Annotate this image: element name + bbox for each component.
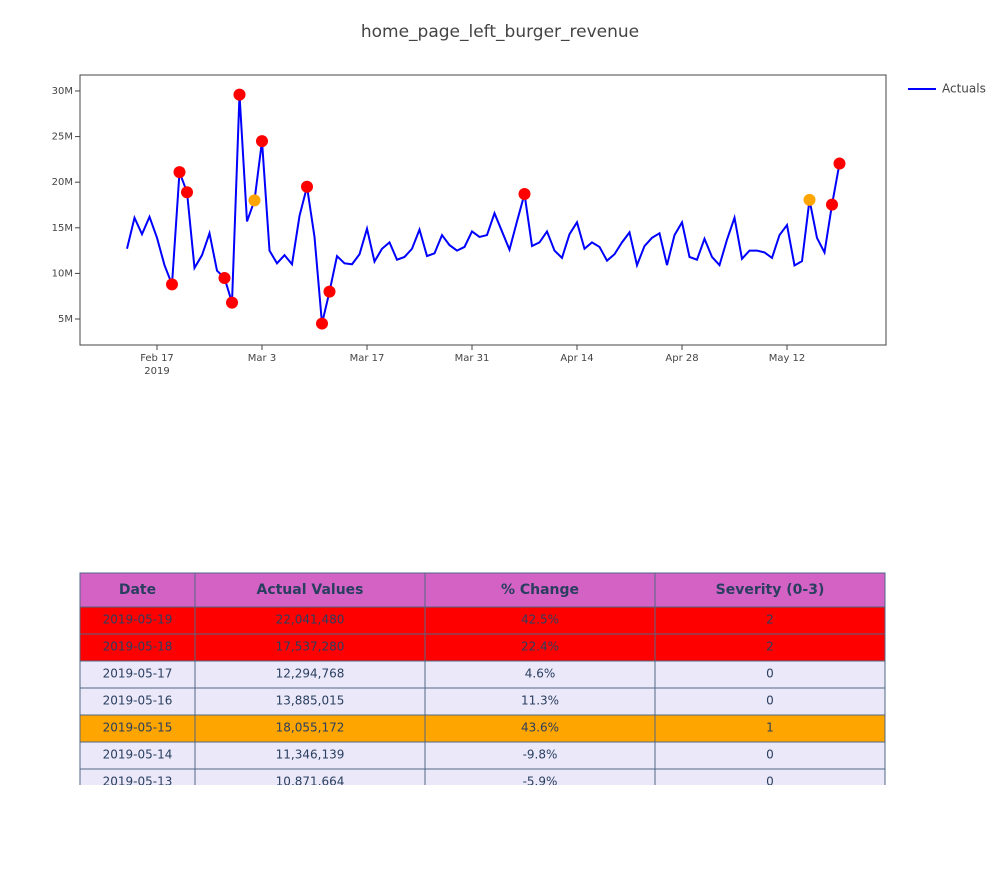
- y-tick-label: 10M: [52, 268, 73, 279]
- table-cell: 2019-05-18: [103, 640, 173, 654]
- table-cell: 0: [766, 775, 774, 789]
- anomaly-marker: [301, 180, 313, 193]
- y-tick-label: 5M: [58, 314, 73, 325]
- x-tick-label: Mar 3: [248, 353, 276, 364]
- table-cell: 2019-05-14: [103, 748, 173, 762]
- anomaly-marker: [218, 271, 231, 284]
- table-header: Actual Values: [256, 582, 363, 598]
- legend-label: Actuals: [942, 82, 986, 96]
- table-cell: 43.6%: [521, 721, 559, 735]
- table-header: Date: [119, 582, 156, 598]
- table-cell: 42.5%: [521, 613, 559, 627]
- table-cell: 12,294,768: [276, 667, 345, 681]
- table-row-bg: [79, 660, 886, 689]
- table-cell: 10,871,664: [276, 775, 345, 789]
- x-tick-label: Apr 14: [560, 353, 593, 364]
- x-tick-label: Apr 28: [665, 353, 698, 364]
- anomaly-marker: [518, 188, 531, 201]
- table-cell: 2: [766, 640, 774, 654]
- table-cell: 13,885,015: [276, 694, 345, 708]
- table-cell: 2019-05-15: [103, 721, 173, 735]
- anomaly-marker: [173, 166, 186, 179]
- table-header-bg: [79, 572, 886, 608]
- anomaly-marker: [833, 157, 846, 170]
- table-header: Severity (0-3): [716, 582, 825, 598]
- table-row-bg: [79, 606, 886, 635]
- table-cell: 1: [766, 721, 774, 735]
- table-row-bg: [79, 741, 886, 770]
- x-tick-label: Feb 17 2019: [140, 353, 174, 377]
- anomaly-marker: [316, 317, 328, 330]
- table-cell: 0: [766, 694, 774, 708]
- table-row-bg: [79, 633, 886, 662]
- plot-frame: [79, 74, 887, 346]
- table-cell: 22.4%: [521, 640, 559, 654]
- x-tick-label: May 12: [769, 353, 806, 364]
- line-series: [126, 94, 841, 324]
- anomaly-marker: [323, 285, 336, 298]
- y-tick-label: 30M: [52, 86, 73, 97]
- y-tick-label: 20M: [52, 177, 73, 188]
- table-cell: 2019-05-16: [103, 694, 173, 708]
- table-row-bg: [79, 768, 886, 785]
- table-header: % Change: [501, 582, 579, 598]
- anomaly-marker: [226, 296, 238, 309]
- anomaly-marker: [803, 193, 816, 206]
- table-cell: 4.6%: [525, 667, 556, 681]
- table-cell: 0: [766, 667, 774, 681]
- table-cell: 2019-05-17: [103, 667, 173, 681]
- table-cell: 17,537,280: [276, 640, 345, 654]
- table-cell: 0: [766, 748, 774, 762]
- table-row-bg: [79, 714, 886, 743]
- table-cell: -5.9%: [523, 775, 558, 789]
- x-tick-label: Mar 17: [350, 353, 385, 364]
- table-cell: 22,041,480: [276, 613, 345, 627]
- table-cell: 2019-05-13: [103, 775, 173, 789]
- chart-title: home_page_left_burger_revenue: [361, 22, 639, 42]
- table: Date Actual Values % Change Severity (0-3) 2…: [79, 572, 886, 789]
- anomaly-marker: [166, 278, 178, 291]
- table-cell: 2019-05-19: [103, 613, 173, 627]
- anomaly-marker: [248, 194, 261, 207]
- table-cell: 11,346,139: [276, 748, 345, 762]
- table-cell: -9.8%: [523, 748, 558, 762]
- y-tick-label: 25M: [52, 132, 73, 143]
- table-cell: 18,055,172: [276, 721, 345, 735]
- table-row-bg: [79, 687, 886, 716]
- anomaly-marker: [256, 135, 268, 148]
- y-tick-label: 15M: [52, 223, 73, 234]
- x-tick-label: Mar 31: [455, 353, 490, 364]
- table-cell: 2: [766, 613, 774, 627]
- anomaly-marker: [826, 198, 838, 211]
- anomaly-marker: [181, 186, 193, 199]
- table-cell: 11.3%: [521, 694, 559, 708]
- anomaly-marker: [233, 88, 246, 101]
